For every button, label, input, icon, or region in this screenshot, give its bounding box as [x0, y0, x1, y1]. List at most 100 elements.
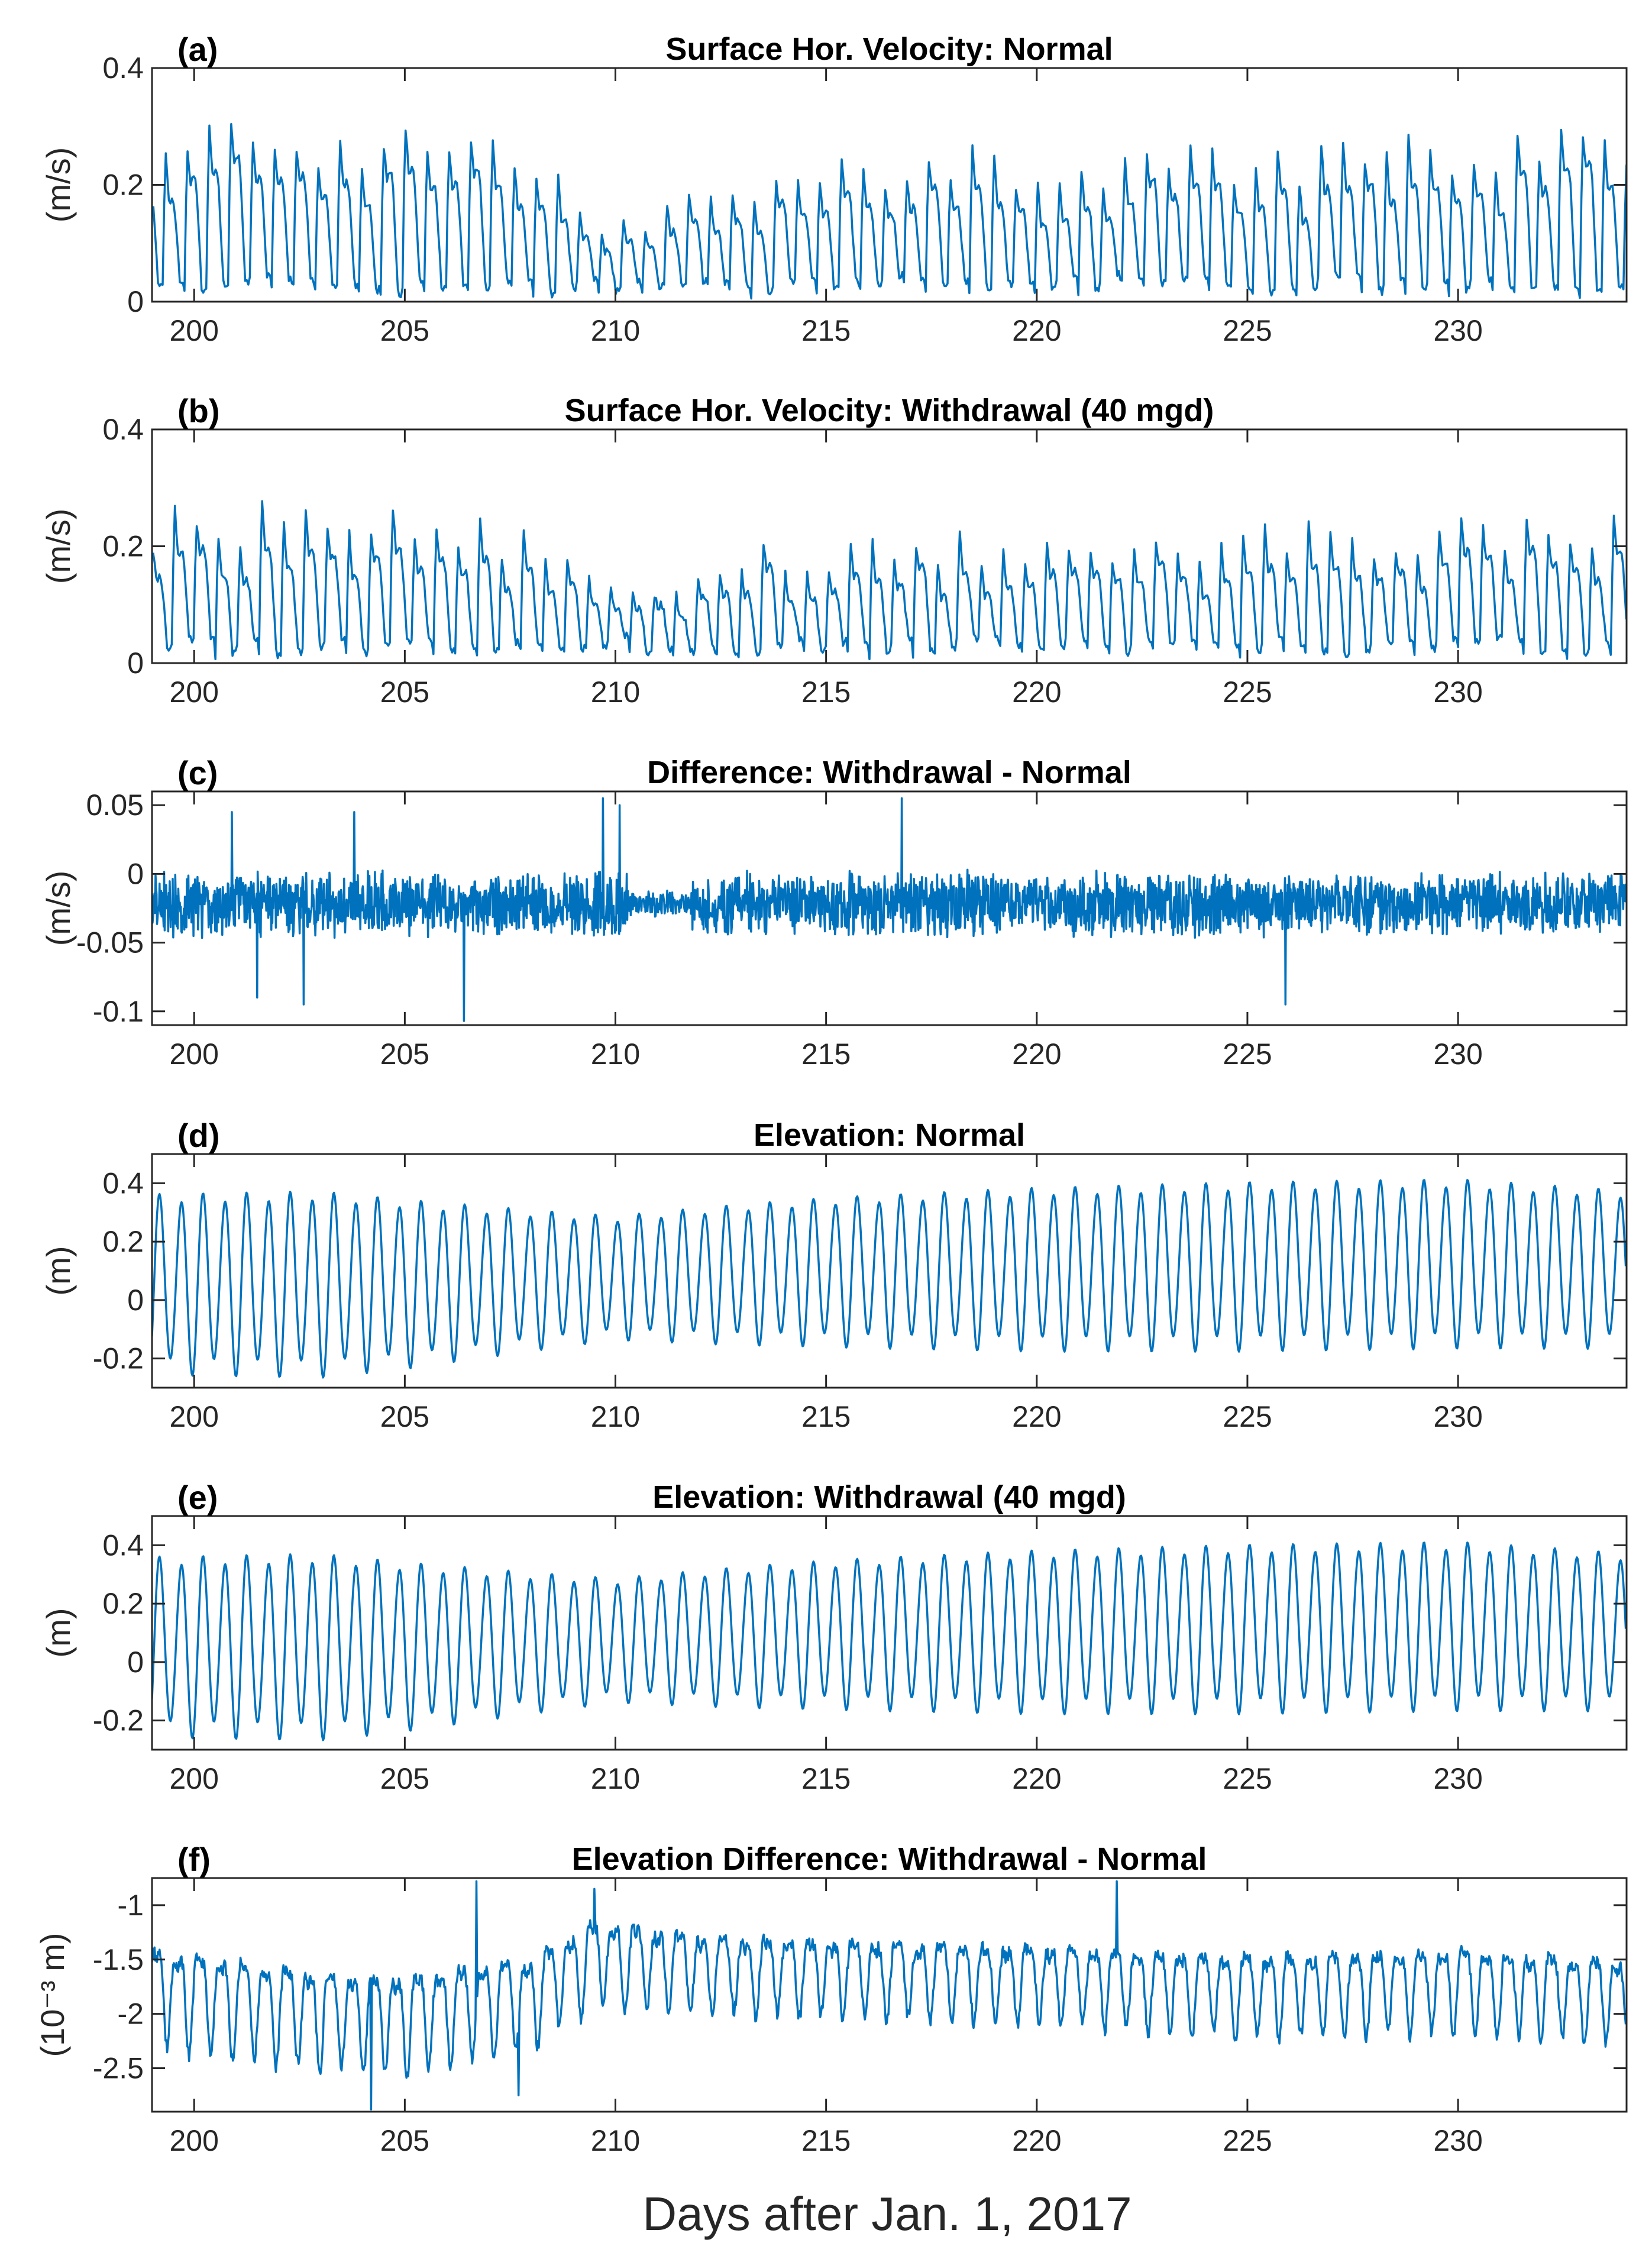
data-series-line — [152, 1541, 1627, 1741]
y-tick-label: -1.5 — [93, 1943, 144, 1976]
panel-letter: (f) — [177, 1841, 211, 1878]
panel-b: 200 205 210 215 220 225 230 0 0.2 0.4 (m/s) (b) Surf… — [40, 392, 1628, 709]
y-tick-label: -0.05 — [76, 926, 144, 959]
y-tick-label: 0.4 — [102, 413, 144, 446]
y-tick-label: -0.2 — [93, 1342, 144, 1375]
x-tick-label: 225 — [1223, 1400, 1272, 1433]
x-tick-label: 215 — [801, 2124, 851, 2157]
data-series-line — [152, 500, 1627, 661]
x-tick-label: 225 — [1223, 2124, 1272, 2157]
x-tick-label: 230 — [1433, 1400, 1482, 1433]
x-tick-label: 200 — [170, 2124, 219, 2157]
x-tick-label: 220 — [1012, 2124, 1061, 2157]
y-tick-label: 0.4 — [102, 1166, 144, 1200]
x-tick-label: 230 — [1433, 2124, 1482, 2157]
y-tick-label: 0 — [127, 1284, 144, 1317]
y-axis-label: (m) — [40, 1246, 77, 1296]
panel-title: Elevation: Normal — [754, 1117, 1025, 1153]
x-tick-label: 200 — [170, 1400, 219, 1433]
y-tick-label: 0.2 — [102, 1587, 144, 1620]
y-tick-label: -2 — [118, 1998, 144, 2031]
panel-title: Surface Hor. Velocity: Normal — [665, 31, 1113, 67]
y-axis-label: (m/s) — [40, 147, 77, 223]
x-tick-label: 205 — [380, 314, 429, 347]
x-tick-label: 230 — [1433, 676, 1482, 709]
x-axis-label: Days after Jan. 1, 2017 — [642, 2187, 1131, 2240]
x-tick-label: 205 — [380, 1038, 429, 1071]
panel-c: 200 205 210 215 220 225 230 -0.1 -0.05 0 0.05 (m/s)… — [40, 754, 1628, 1071]
panel-e: 200 205 210 215 220 225 230 -0.2 0 0.2 0.4 (m) (e) El… — [40, 1479, 1628, 1795]
data-series-line — [152, 1880, 1627, 2111]
y-tick-label: 0.2 — [102, 1225, 144, 1258]
x-tick-label: 225 — [1223, 1762, 1272, 1795]
x-tick-label: 205 — [380, 676, 429, 709]
panel-title: Surface Hor. Velocity: Withdrawal (40 mg… — [565, 393, 1214, 428]
y-tick-label: 0.4 — [102, 1528, 144, 1562]
y-axis-label: (10⁻³ m) — [34, 1933, 71, 2057]
x-tick-label: 205 — [380, 1400, 429, 1433]
panel-title: Elevation Difference: Withdrawal - Norma… — [572, 1841, 1207, 1877]
x-tick-label: 200 — [170, 676, 219, 709]
x-tick-label: 215 — [801, 1762, 851, 1795]
y-tick-label: 0.05 — [86, 788, 144, 822]
x-tick-label: 230 — [1433, 314, 1482, 347]
data-series-line — [152, 797, 1627, 1022]
x-tick-label: 220 — [1012, 676, 1061, 709]
y-tick-label: 0.2 — [102, 530, 144, 563]
x-tick-label: 210 — [591, 2124, 640, 2157]
x-tick-label: 210 — [591, 1762, 640, 1795]
x-tick-label: 210 — [591, 676, 640, 709]
panel-letter: (d) — [177, 1117, 220, 1154]
y-axis-label: (m/s) — [40, 871, 77, 946]
x-tick-label: 215 — [801, 1400, 851, 1433]
panel-letter: (e) — [177, 1479, 218, 1516]
y-tick-label: 0 — [127, 857, 144, 890]
plot-frame — [151, 1153, 1628, 1389]
x-tick-label: 220 — [1012, 1038, 1061, 1071]
x-tick-label: 215 — [801, 1038, 851, 1071]
x-tick-label: 210 — [591, 1038, 640, 1071]
panel-letter: (c) — [177, 754, 218, 791]
x-tick-label: 225 — [1223, 1038, 1272, 1071]
plot-frame — [151, 1877, 1628, 2113]
y-tick-label: -2.5 — [93, 2052, 144, 2085]
x-tick-label: 210 — [591, 314, 640, 347]
x-tick-label: 220 — [1012, 1400, 1061, 1433]
x-tick-label: 215 — [801, 314, 851, 347]
data-series-line — [152, 122, 1627, 300]
plot-frame — [151, 790, 1628, 1026]
panels: 200 205 210 215 220 225 230 0 0.2 0.4 (m/s) (a) Surf… — [34, 31, 1628, 2157]
y-tick-label: 0 — [127, 647, 144, 680]
panel-a: 200 205 210 215 220 225 230 0 0.2 0.4 (m/s) (a) Surf… — [40, 31, 1628, 347]
x-tick-label: 200 — [170, 1762, 219, 1795]
panel-title: Elevation: Withdrawal (40 mgd) — [652, 1479, 1126, 1515]
panel-title: Difference: Withdrawal - Normal — [647, 755, 1131, 790]
x-tick-label: 205 — [380, 2124, 429, 2157]
y-axis-label: (m) — [40, 1608, 77, 1658]
x-tick-label: 225 — [1223, 676, 1272, 709]
x-tick-label: 205 — [380, 1762, 429, 1795]
x-tick-label: 230 — [1433, 1038, 1482, 1071]
panel-letter: (a) — [177, 31, 218, 68]
panel-f: 200 205 210 215 220 225 230 -2.5 -2 -1.5 -1 (10⁻³ m… — [34, 1841, 1628, 2157]
y-tick-label: 0 — [127, 285, 144, 318]
x-tick-label: 215 — [801, 676, 851, 709]
panel-d: 200 205 210 215 220 225 230 -0.2 0 0.2 0.4 (m) (d) El… — [40, 1117, 1628, 1433]
y-tick-label: -0.2 — [93, 1704, 144, 1737]
panel-letter: (b) — [177, 392, 220, 429]
x-tick-label: 220 — [1012, 1762, 1061, 1795]
data-series-line — [152, 1179, 1627, 1379]
y-tick-label: -1 — [118, 1889, 144, 1922]
y-tick-label: 0.4 — [102, 51, 144, 85]
x-tick-label: 225 — [1223, 314, 1272, 347]
x-tick-label: 220 — [1012, 314, 1061, 347]
x-tick-label: 210 — [591, 1400, 640, 1433]
x-tick-label: 200 — [170, 1038, 219, 1071]
y-tick-label: 0 — [127, 1646, 144, 1679]
x-tick-label: 200 — [170, 314, 219, 347]
y-tick-label: 0.2 — [102, 169, 144, 202]
x-tick-label: 230 — [1433, 1762, 1482, 1795]
y-axis-label: (m/s) — [40, 509, 77, 584]
